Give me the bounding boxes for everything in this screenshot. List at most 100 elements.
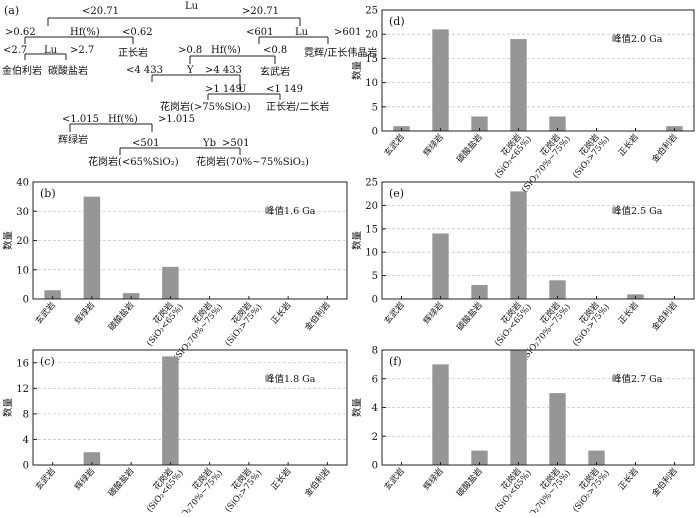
x-tick-label-cat-3: 花岗岩(SiO₂<65%) <box>485 462 533 513</box>
bar-cat-1 <box>83 452 101 465</box>
tree-edge-lt-2-7: <2.7 <box>3 45 27 56</box>
tree-leaf-basalt: 玄武岩 <box>260 65 290 78</box>
panel-label: (d) <box>389 15 405 28</box>
y-axis-label: 数量 <box>2 398 14 418</box>
peak-annotation: 峰值2.0 Ga <box>612 33 663 45</box>
tree-edge-gt-1-015: >1.015 <box>158 114 195 125</box>
bar-cat-4 <box>549 116 566 131</box>
bar-cat-3 <box>510 39 527 131</box>
tree-edge-lt-4433: <4 433 <box>126 65 163 76</box>
x-tick-label-cat-6: 正长岩 <box>616 131 641 158</box>
tree-leaf-granite-gt75: 花岗岩(>75%SiO₂) <box>160 100 251 113</box>
panel-label: (f) <box>389 355 402 368</box>
bar-cat-2 <box>471 450 488 465</box>
peak-annotation: 峰值2.7 Ga <box>612 373 663 385</box>
bar-cat-4 <box>549 280 566 299</box>
tree-leaf-syenite-left: 正长岩 <box>118 46 148 59</box>
tree-node-hf-left: Hf(%) <box>70 27 100 38</box>
chart-panel-b: 0 10 20 30 40 玄武岩 辉绿岩 碳酸盐岩 花岗岩(SiO₂<65%) 花岗岩(SiO₂… <box>2 178 348 363</box>
tree-edge-gt-0-8: >0.8 <box>178 45 202 56</box>
y-tick-label: 6 <box>372 374 378 385</box>
tree-edge-gt-0-62: >0.62 <box>5 27 36 38</box>
bar-cat-1 <box>432 364 449 465</box>
bar-cat-3 <box>510 350 527 465</box>
y-tick-label: 8 <box>23 409 29 420</box>
tree-leaf-lamprophyre-pegmatite: 霓辉/正长伟晶岩 <box>304 46 377 59</box>
y-tick-label: 40 <box>16 178 29 189</box>
x-tick-label-cat-2: 碳酸盐岩 <box>106 299 137 332</box>
x-tick-label-cat-1: 辉绿岩 <box>72 465 97 492</box>
tree-node-lu-root: Lu <box>185 1 199 12</box>
plot-frame <box>32 349 348 466</box>
plot-frame <box>381 181 695 300</box>
tree-leaf-dolerite: 辉绿岩 <box>58 133 88 146</box>
x-tick-label-cat-5: 花岗岩(SiO₂>75%) <box>563 462 611 513</box>
y-axis-label: 数量 <box>351 398 363 418</box>
x-tick-label-cat-2: 碳酸盐岩 <box>455 465 486 498</box>
bar-cat-4 <box>549 393 566 465</box>
x-tick-label-cat-5: 花岗岩(SiO₂>75%) <box>216 462 264 513</box>
tree-node-hf-right: Hf(%) <box>211 45 241 56</box>
y-tick-label: 10 <box>365 78 378 89</box>
y-tick-label: 15 <box>365 54 378 65</box>
tree-panel-label: (a) <box>4 4 19 17</box>
x-tick-label-cat-1: 辉绿岩 <box>72 299 97 326</box>
tree-lines <box>24 17 329 155</box>
x-tick-label-cat-0: 玄武岩 <box>33 465 58 492</box>
bar-cat-0 <box>44 290 61 299</box>
y-tick-label: 5 <box>372 102 378 113</box>
y-tick-label: 8 <box>372 346 378 357</box>
tree-leaf-syenite-monzonite: 正长岩/二长岩 <box>266 100 329 113</box>
tree-edge-gt-601: >601 <box>334 27 361 38</box>
tree-edge-lt-20-71: <20.71 <box>82 6 119 17</box>
y-tick-label: 25 <box>365 178 378 189</box>
tree-node-lu-mid: Lu <box>44 45 58 56</box>
x-tick-label-cat-1: 辉绿岩 <box>421 131 446 158</box>
bar-cat-1 <box>432 29 449 131</box>
x-tick-label-cat-3: 花岗岩(SiO₂<65%) <box>485 296 533 348</box>
y-tick-label: 4 <box>23 435 29 446</box>
y-axis-label: 数量 <box>351 231 363 251</box>
x-tick-label-cat-7: 金伯利岩 <box>650 131 681 164</box>
x-tick-label-cat-6: 正长岩 <box>616 299 641 326</box>
y-tick-label: 12 <box>16 384 29 395</box>
tree-leaf-granite-70-75: 花岗岩(70%~75%SiO₂) <box>196 155 309 168</box>
tree-edge-gt-2-7: >2.7 <box>70 45 94 56</box>
bar-cat-3 <box>162 266 179 299</box>
y-axis-label: 数量 <box>2 231 14 251</box>
x-tick-label-cat-0: 玄武岩 <box>382 465 407 492</box>
tree-edge-lt-501: <501 <box>132 138 159 149</box>
y-tick-label: 2 <box>372 432 378 443</box>
x-tick-label-cat-1: 辉绿岩 <box>421 299 446 326</box>
tree-node-u: U <box>238 84 246 95</box>
chart-panel-d: 0 5 10 15 20 25 玄武岩 辉绿岩 碳酸盐岩 花岗岩(SiO₂<65%) 花岗岩(SiO… <box>351 6 695 195</box>
peak-annotation: 峰值1.6 Ga <box>265 205 316 217</box>
x-tick-label-cat-0: 玄武岩 <box>382 299 407 326</box>
x-tick-label-cat-3: 花岗岩(SiO₂<65%) <box>137 296 185 348</box>
x-tick-label-cat-6: 正长岩 <box>269 299 294 326</box>
y-tick-label: 20 <box>16 236 29 247</box>
y-tick-label: 0 <box>372 295 378 306</box>
x-tick-label-cat-5: 花岗岩(SiO₂>75%) <box>563 128 611 180</box>
tree-edge-lt-601: <601 <box>246 27 273 38</box>
y-tick-label: 0 <box>23 461 29 472</box>
tree-node-y: Y <box>186 65 194 76</box>
tree-edge-gt-4433: >4 433 <box>205 65 242 76</box>
decision-tree: (a) Lu <20.71 >20.71 Hf(%) >0.62 <0.62 L… <box>2 1 377 168</box>
y-tick-label: 4 <box>372 403 378 414</box>
x-tick-label-cat-7: 金伯利岩 <box>650 465 681 498</box>
tree-edge-lt-0-8: <0.8 <box>263 45 287 56</box>
y-tick-label: 16 <box>16 358 29 369</box>
bar-cat-1 <box>432 233 449 299</box>
x-tick-label-cat-3: 花岗岩(SiO₂<65%) <box>137 462 185 513</box>
y-tick-label: 20 <box>365 30 378 41</box>
x-tick-label-cat-5: 花岗岩(SiO₂>75%) <box>216 296 264 348</box>
x-tick-label-cat-2: 碳酸盐岩 <box>106 465 137 498</box>
x-tick-label-cat-5: 花岗岩(SiO₂>75%) <box>563 296 611 348</box>
y-tick-label: 0 <box>23 295 29 306</box>
